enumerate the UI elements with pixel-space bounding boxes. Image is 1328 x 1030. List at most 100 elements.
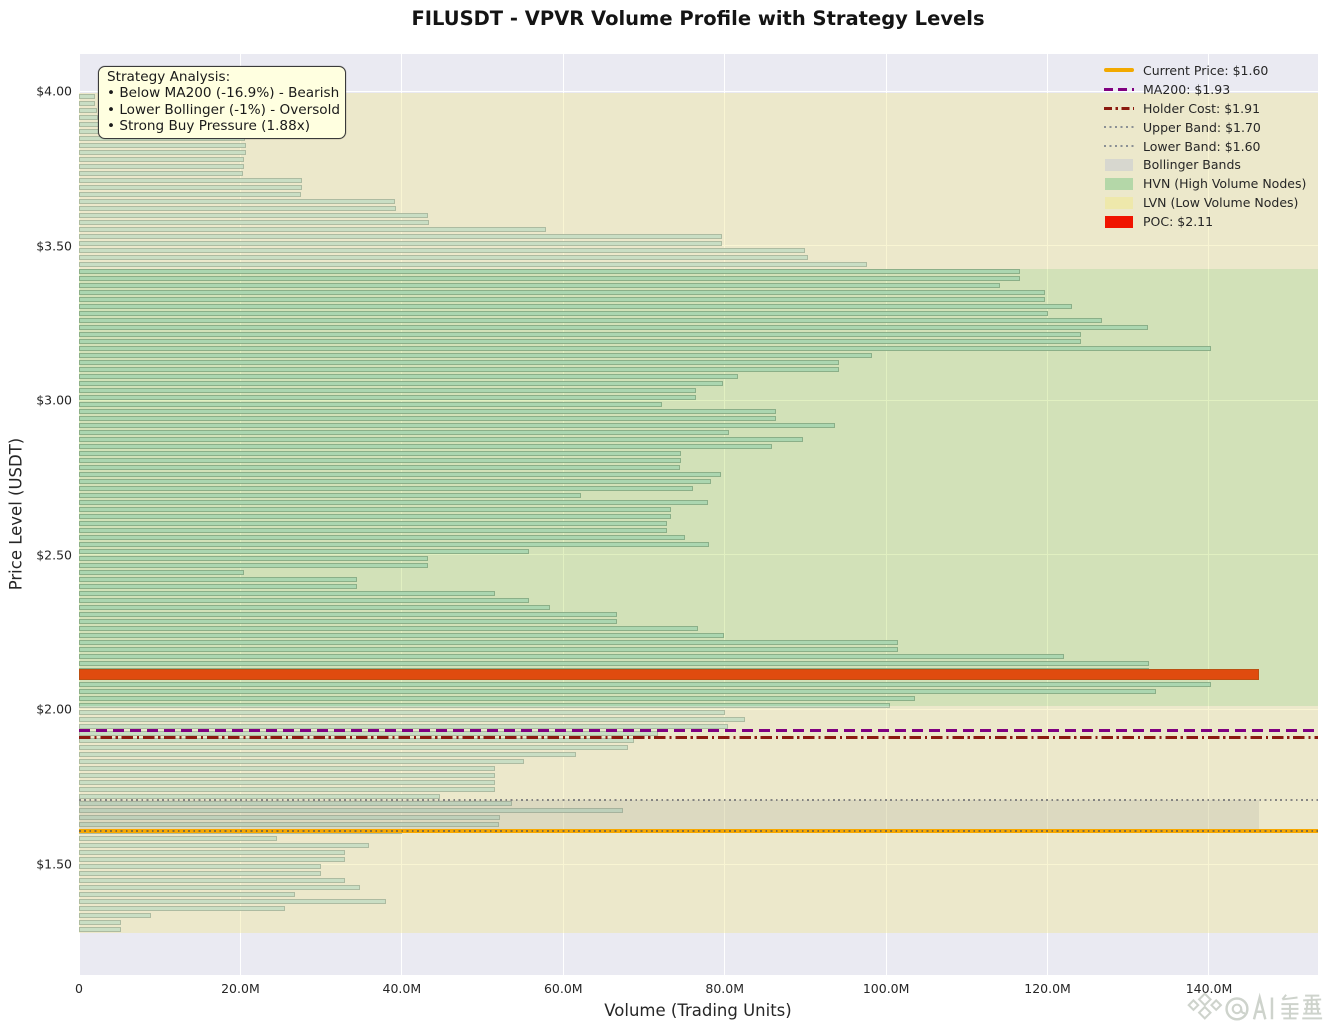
holder-cost-line [79,735,1318,739]
strategy-analysis-line: • Lower Bollinger (-1%) - Oversold [107,101,340,118]
volume-bar [79,240,723,247]
volume-bar [79,695,916,702]
y-tick-label: $1.50 [36,856,72,872]
volume-bar [79,303,1072,310]
strategy-analysis-line: • Strong Buy Pressure (1.88x) [107,118,311,135]
volume-bar [79,485,694,492]
legend-marker-solid-line [1104,63,1134,77]
volume-bar [79,884,360,891]
legend-label: POC: $2.11 [1143,214,1214,230]
volume-bar [79,247,806,254]
watermark-hanzi-text [1281,994,1323,1020]
volume-bar [79,912,151,919]
volume-bar [79,205,397,212]
volume-bar [79,394,696,401]
volume-bar [79,345,1211,352]
volume-bar [79,625,699,632]
legend-label: Lower Band: $1.60 [1143,138,1261,154]
strategy-analysis-title: Strategy Analysis: [107,69,231,85]
legend-label: LVN (Low Volume Nodes) [1143,195,1299,211]
strategy-analysis-line: • Below MA200 (-16.9%) - Bearish [107,85,340,102]
volume-bar [79,492,582,499]
x-axis-label: Volume (Trading Units) [604,1001,792,1020]
volume-bar [79,716,745,723]
legend-line-swatch [1104,144,1134,148]
volume-bar [79,352,872,359]
volume-bar [79,261,867,268]
volume-bar [79,233,723,240]
upper-band-line [79,799,1318,801]
legend-label: HVN (High Volume Nodes) [1143,176,1307,192]
gridline-horizontal [79,399,1318,401]
watermark-graphic [1187,992,1323,1021]
volume-bar [79,331,1082,338]
y-axis-label: Price Level (USDT) [6,437,26,591]
x-tick-label: 100.0M [862,981,910,996]
volume-bar [79,359,839,366]
volume-bar [79,310,1048,317]
legend-patch-swatch [1105,215,1133,228]
volume-bar [79,779,496,786]
watermark-ai-text [1252,992,1274,1020]
gridline-vertical [724,54,726,975]
volume-bar [79,338,1082,345]
volume-bar [79,268,1021,275]
watermark-diamond-logo-icon [1187,992,1223,1020]
gridline-horizontal [79,708,1318,710]
volume-bar [79,639,899,646]
legend-row: MA200: $1.93 [1104,80,1306,99]
legend-line-swatch [1104,68,1134,73]
x-tick-label: 140.0M [1185,981,1233,996]
volume-bar [79,891,295,898]
volume-bar [79,324,1148,331]
x-tick-label: 120.0M [1024,981,1071,996]
legend-marker-patch [1104,177,1134,191]
volume-bar [79,471,722,478]
bollinger-band-fill [79,800,1259,831]
legend-marker-patch [1104,215,1134,229]
volume-bar [79,646,899,653]
volume-bar [79,317,1103,324]
volume-bar [79,520,667,527]
volume-bar [79,548,529,555]
volume-bar [79,898,386,905]
volume-bar [79,366,839,373]
volume-bar [79,282,1000,289]
volume-bar [79,611,618,618]
legend-patch-swatch [1105,196,1133,209]
legend-label: Current Price: $1.60 [1143,62,1269,78]
legend-row: Lower Band: $1.60 [1104,137,1306,156]
legend-row: Holder Cost: $1.91 [1104,99,1306,118]
volume-bar [79,506,672,513]
volume-bar [79,387,696,394]
legend-row: Upper Band: $1.70 [1104,118,1306,137]
volume-bar [79,569,245,576]
legend-marker-dotted-line [1104,120,1134,134]
lvn-zone [79,705,1318,933]
volume-bar [79,408,777,415]
gridline-horizontal [79,90,1318,92]
x-tick-label: 20.0M [221,981,260,996]
y-tick-label: $2.50 [36,547,72,563]
x-tick-label: 0 [75,981,83,996]
volume-bar [79,576,357,583]
chart-title: FILUSDT - VPVR Volume Profile with Strat… [411,7,985,30]
volume-bar [79,632,724,639]
volume-bar [79,170,243,177]
volume-bar [79,443,772,450]
legend-row: HVN (High Volume Nodes) [1104,174,1306,193]
legend-label: Holder Cost: $1.91 [1143,100,1261,116]
gridline-horizontal [79,863,1318,865]
watermark-at-icon [1225,997,1249,1021]
volume-bar [79,422,836,429]
volume-bar [79,688,1156,695]
volume-bar [79,415,777,422]
hvn-zone [79,269,1318,706]
volume-bar [79,772,496,779]
volume-bar [79,219,430,226]
x-tick-label: 60.0M [543,981,583,996]
volume-bar [79,163,244,170]
gridline-vertical [1047,54,1049,975]
volume-bar [79,842,369,849]
